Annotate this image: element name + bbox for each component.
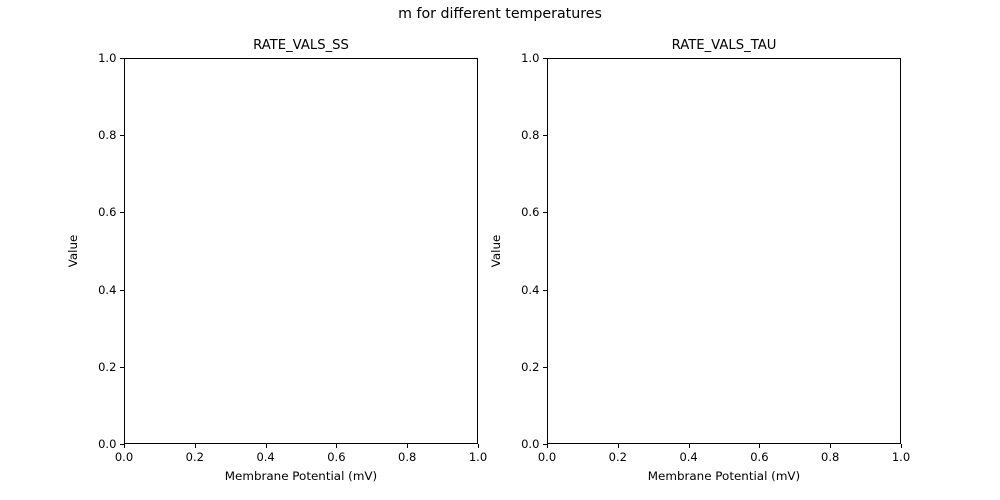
y-tick-label: 0.2: [521, 359, 540, 374]
x-tick-mark: [407, 444, 409, 448]
y-tick-label: 0.4: [98, 282, 117, 297]
subplot-title-left: RATE_VALS_SS: [253, 38, 349, 53]
y-tick-label: 0.2: [98, 359, 117, 374]
y-tick-mark: [120, 366, 124, 368]
subplot-rate-vals-ss: RATE_VALS_SS Value Membrane Potential (m…: [66, 38, 487, 483]
x-tick-label: 0.8: [398, 450, 417, 464]
y-tick-mark: [120, 212, 124, 214]
x-tick-mark: [617, 444, 619, 448]
y-tick-mark: [120, 58, 124, 60]
x-tick-label: 0.0: [114, 450, 134, 464]
y-tick-label: 0.4: [521, 282, 540, 297]
x-tick-label: 0.8: [821, 450, 840, 464]
y-tick-mark: [120, 135, 124, 137]
x-tick-label: 1.0: [468, 450, 488, 464]
x-tick-mark: [124, 444, 126, 448]
x-tick-label: 0.6: [327, 450, 346, 464]
plot-area-left: [124, 58, 478, 444]
subplot-title-right: RATE_VALS_TAU: [671, 38, 777, 53]
y-tick-label: 0.0: [98, 437, 117, 451]
subplot-rate-vals-tau: RATE_VALS_TAU Value Membrane Potential (…: [489, 0, 1000, 500]
y-axis-label-left: Value: [66, 234, 80, 268]
x-tick-mark: [194, 444, 196, 448]
x-tick-label: 0.2: [608, 450, 627, 464]
x-tick-mark: [265, 444, 267, 448]
y-tick-mark: [543, 58, 547, 60]
figure-suptitle: m for different temperatures: [398, 6, 602, 22]
x-axis-label-left: Membrane Potential (mV): [224, 469, 378, 483]
y-tick-mark: [543, 135, 547, 137]
y-tick-mark: [543, 289, 547, 291]
y-tick-label: 1.0: [98, 51, 117, 65]
x-tick-mark: [547, 444, 549, 448]
x-tick-label: 0.6: [750, 450, 769, 464]
x-tick-mark: [336, 444, 338, 448]
y-tick-label: 0.8: [521, 128, 540, 143]
x-tick-mark: [901, 444, 903, 448]
x-tick-label: 1.0: [891, 450, 911, 464]
y-tick-mark: [543, 444, 547, 446]
x-tick-label: 0.4: [679, 450, 698, 464]
y-tick-label: 0.0: [521, 437, 540, 451]
y-axis-label-right: Value: [489, 234, 503, 268]
y-tick-mark: [120, 289, 124, 291]
y-tick-mark: [543, 366, 547, 368]
y-tick-label: 0.8: [98, 128, 117, 143]
y-tick-mark: [120, 444, 124, 446]
x-tick-mark: [688, 444, 690, 448]
x-tick-mark: [478, 444, 480, 448]
x-tick-label: 0.4: [256, 450, 275, 464]
x-tick-mark: [759, 444, 761, 448]
x-axis-label-right: Membrane Potential (mV): [647, 469, 801, 483]
x-tick-mark: [830, 444, 832, 448]
x-tick-label: 0.2: [185, 450, 204, 464]
plot-area-right: [547, 58, 901, 444]
y-tick-label: 0.6: [521, 205, 540, 220]
x-tick-label: 0.0: [537, 450, 557, 464]
y-tick-label: 0.6: [98, 205, 117, 220]
y-tick-mark: [543, 212, 547, 214]
y-tick-label: 1.0: [521, 51, 540, 65]
